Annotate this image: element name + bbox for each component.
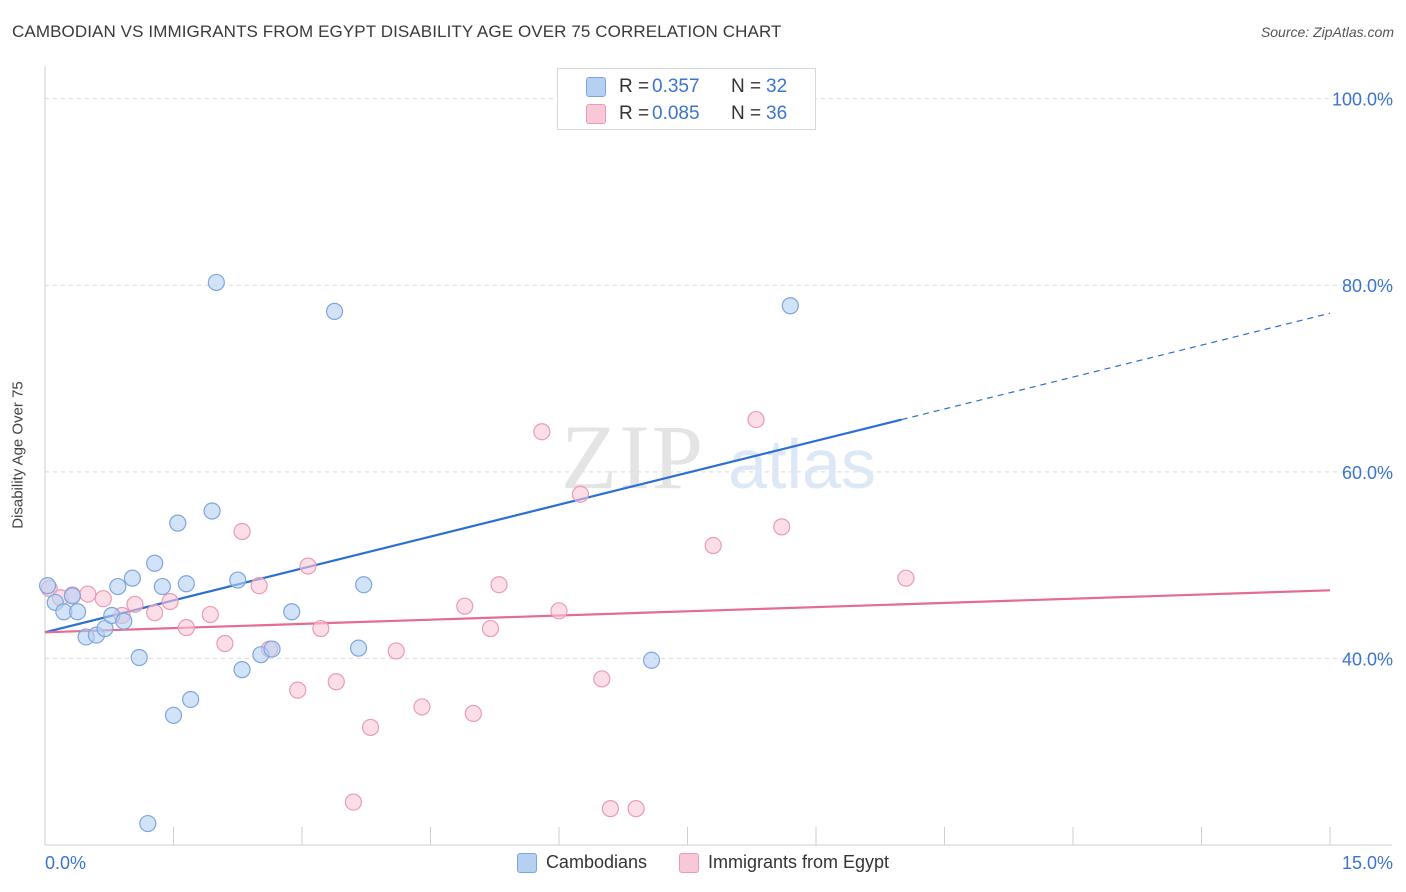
egypt-point bbox=[361, 718, 380, 737]
egypt-point bbox=[490, 576, 508, 594]
egypt-point bbox=[387, 642, 405, 660]
cambodian-point bbox=[263, 640, 281, 658]
cambodian-point bbox=[63, 587, 82, 605]
cambodian-point bbox=[325, 302, 344, 320]
cambodian-point bbox=[38, 577, 57, 595]
egypt-point bbox=[627, 800, 645, 818]
y-tick-label: 80.0% bbox=[1342, 276, 1393, 296]
legend-label-egypt: Immigrants from Egypt bbox=[708, 852, 890, 872]
egypt-point bbox=[233, 522, 251, 541]
cambodian-point bbox=[146, 554, 164, 572]
cambodian-point bbox=[349, 639, 368, 657]
cambodian-point bbox=[229, 571, 247, 589]
legend-item-cambodians: Cambodians bbox=[516, 852, 647, 873]
egypt-point bbox=[250, 577, 268, 595]
egypt-point bbox=[177, 619, 195, 637]
egypt-point bbox=[571, 485, 590, 503]
egypt-point bbox=[161, 592, 179, 611]
cambodian-point bbox=[203, 502, 221, 520]
legend-n-value: 36 bbox=[766, 103, 788, 124]
egypt-point bbox=[456, 597, 474, 615]
egypt-point bbox=[481, 619, 500, 638]
cambodian-point bbox=[123, 569, 141, 587]
chart-title: CAMBODIAN VS IMMIGRANTS FROM EGYPT DISAB… bbox=[12, 22, 782, 41]
grid-lines bbox=[45, 98, 1392, 659]
legend-n-label: N = bbox=[731, 103, 762, 124]
cambodian-point bbox=[355, 576, 373, 594]
cambodian-trendline-projection bbox=[901, 312, 1331, 421]
cambodian-point bbox=[169, 514, 187, 532]
egypt-point bbox=[601, 800, 620, 818]
egypt-point bbox=[299, 557, 317, 575]
legend-n-label: N = bbox=[731, 76, 762, 97]
egypt-point bbox=[216, 634, 234, 653]
cambodian-point bbox=[115, 612, 133, 630]
cambodian-point bbox=[109, 577, 127, 596]
series-legend: Cambodians Immigrants from Egypt bbox=[0, 852, 1406, 873]
legend-r-label: R = bbox=[619, 103, 650, 124]
axes bbox=[44, 66, 1392, 846]
cambodian-trendline bbox=[44, 418, 902, 634]
egypt-point bbox=[312, 619, 330, 638]
legend-label-cambodians: Cambodians bbox=[545, 852, 647, 872]
watermark: ZIP atlas bbox=[561, 406, 876, 508]
legend-r-value: 0.085 bbox=[652, 103, 700, 124]
egypt-point bbox=[773, 518, 791, 536]
cambodian-point bbox=[164, 706, 183, 724]
trend-lines bbox=[44, 312, 1331, 634]
source-credit: Source: ZipAtlas.com bbox=[1260, 24, 1394, 40]
egypt-point bbox=[201, 605, 219, 624]
legend-r-value: 0.357 bbox=[652, 76, 700, 97]
legend-swatch-blue bbox=[516, 852, 537, 873]
cambodian-point bbox=[642, 651, 661, 669]
egypt-point bbox=[289, 681, 307, 699]
cambodian-point bbox=[68, 603, 87, 621]
cambodian-point bbox=[233, 661, 251, 679]
data-points bbox=[38, 273, 915, 833]
egypt-point bbox=[897, 569, 915, 587]
egypt-trendline bbox=[44, 589, 1331, 634]
egypt-point bbox=[327, 673, 345, 691]
y-tick-label: 100.0% bbox=[1332, 90, 1393, 110]
stats-legend: R = 0.357 N = 32 R = 0.085 N = 36 bbox=[557, 68, 816, 130]
legend-swatch-pink bbox=[679, 852, 699, 873]
cambodian-point bbox=[139, 814, 157, 833]
legend-item-egypt: Immigrants from Egypt bbox=[679, 852, 889, 873]
egypt-point bbox=[413, 698, 431, 716]
egypt-point bbox=[79, 585, 97, 603]
tick-labels: 40.0% 60.0% 80.0% 100.0% 0.0% 15.0% bbox=[45, 90, 1393, 873]
cambodian-point bbox=[153, 577, 171, 596]
y-axis-label: Disability Age Over 75 bbox=[9, 381, 27, 529]
legend-r-label: R = bbox=[619, 76, 650, 97]
cambodian-point bbox=[130, 648, 148, 667]
cambodian-point bbox=[182, 690, 200, 709]
cambodian-point bbox=[207, 273, 225, 292]
egypt-point bbox=[146, 604, 164, 622]
egypt-point bbox=[747, 410, 765, 429]
egypt-point bbox=[593, 670, 611, 688]
y-tick-label: 60.0% bbox=[1342, 463, 1393, 483]
x-tick-label: 0.0% bbox=[45, 853, 86, 873]
egypt-point bbox=[344, 793, 362, 811]
cambodian-point bbox=[283, 603, 301, 621]
egypt-point bbox=[126, 595, 144, 613]
egypt-point bbox=[464, 704, 482, 723]
legend-swatch-pink bbox=[586, 104, 606, 124]
legend-swatch-blue bbox=[586, 77, 606, 97]
cambodian-point bbox=[177, 575, 195, 593]
egypt-point bbox=[704, 536, 722, 555]
egypt-point bbox=[94, 590, 112, 608]
cambodian-point bbox=[781, 297, 799, 315]
y-tick-label: 40.0% bbox=[1342, 649, 1393, 669]
x-tick-label: 15.0% bbox=[1342, 853, 1393, 873]
legend-n-value: 32 bbox=[766, 76, 788, 97]
egypt-point bbox=[550, 602, 568, 620]
watermark-atlas: atlas bbox=[728, 425, 876, 503]
egypt-point bbox=[533, 423, 551, 441]
